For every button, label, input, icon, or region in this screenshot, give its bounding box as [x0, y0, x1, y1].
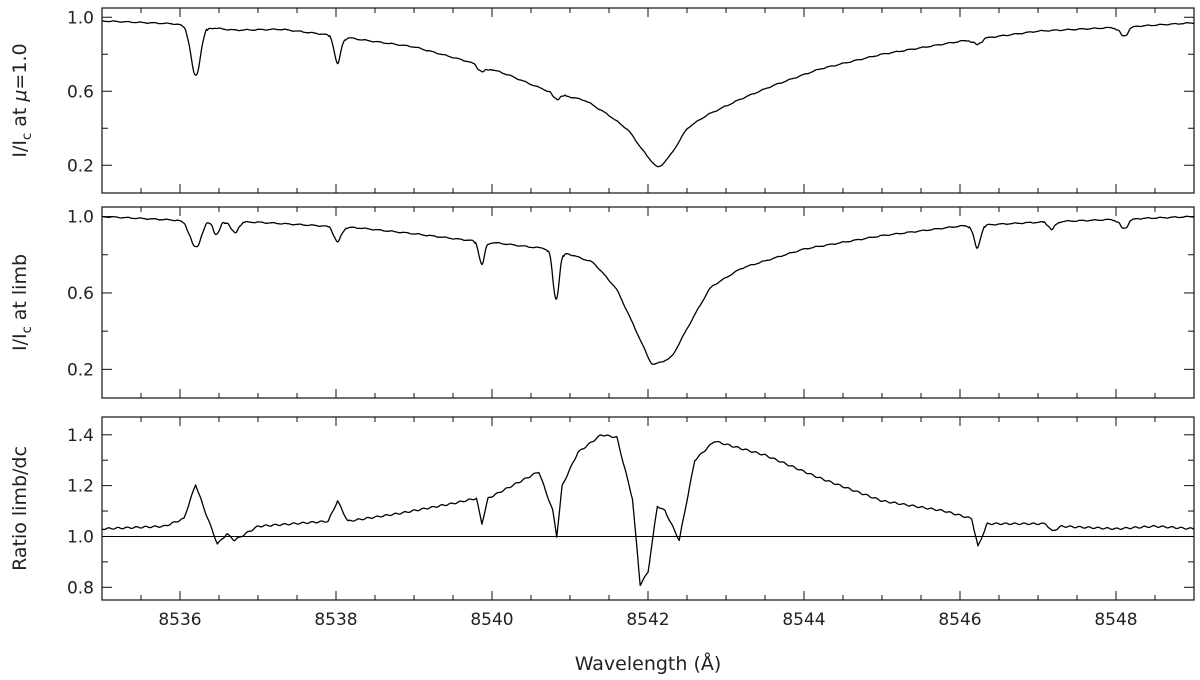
- y-tick-label: 0.2: [67, 156, 94, 176]
- y-axis-title-main: I/I: [9, 140, 31, 158]
- y-axis-title-rest: at limb: [9, 254, 31, 326]
- x-tick-label: 8542: [626, 610, 669, 630]
- y-axis-title-sub: c: [20, 133, 35, 140]
- y-tick-label: 1.4: [67, 426, 94, 446]
- panel-3: 0.8 1.0 1.2 1.4 8536 8538 8540 8542 8544 8546 8548…: [9, 416, 1195, 630]
- y-tick-label: 0.2: [67, 360, 94, 380]
- spectrum-line: [101, 20, 1195, 168]
- y-axis-title: I/Ic at μ=1.0: [9, 43, 35, 157]
- spectrum-line: [101, 215, 1195, 365]
- y-axis-title: Ratio limb/dc: [9, 446, 31, 571]
- panel-1: 0.2 0.6 1.0 I/Ic at μ=1.0: [9, 7, 1195, 194]
- x-tick-label: 8546: [938, 610, 981, 630]
- y-tick-label: 1.0: [67, 8, 94, 28]
- y-axis-title-rest: at: [9, 102, 31, 133]
- y-axis-title-main: I/I: [9, 333, 31, 351]
- y-axis-title-sub: c: [20, 326, 35, 333]
- y-tick-label: 0.6: [67, 82, 94, 102]
- figure-panels: 0.20.61.0I/Ic at μ=1.00.20.61.0I/Ic at l…: [9, 7, 1195, 630]
- y-axis-title-mu: μ: [9, 90, 31, 103]
- x-tick-label: 8538: [314, 610, 357, 630]
- y-tick-label: 0.8: [67, 578, 94, 598]
- y-axis-title: I/Ic at limb: [9, 254, 35, 351]
- x-tick-label: 8544: [782, 610, 825, 630]
- y-tick-label: 0.6: [67, 284, 94, 304]
- x-tick-label: 8548: [1094, 610, 1137, 630]
- x-tick-label: 8536: [158, 610, 201, 630]
- panel-frame: [101, 7, 1195, 194]
- x-axis-title: Wavelength (Å): [575, 652, 722, 675]
- y-tick-label: 1.0: [67, 527, 94, 547]
- y-tick-label: 1.0: [67, 208, 94, 228]
- spectrum-line: [101, 434, 1195, 587]
- y-axis-title-tail: =1.0: [9, 43, 31, 89]
- panel-2: 0.2 0.6 1.0 I/Ic at limb: [9, 206, 1195, 399]
- y-axis-title-main: Ratio limb/dc: [9, 446, 31, 571]
- y-tick-label: 1.2: [67, 477, 94, 497]
- x-tick-label: 8540: [470, 610, 513, 630]
- panel-frame: [101, 206, 1195, 399]
